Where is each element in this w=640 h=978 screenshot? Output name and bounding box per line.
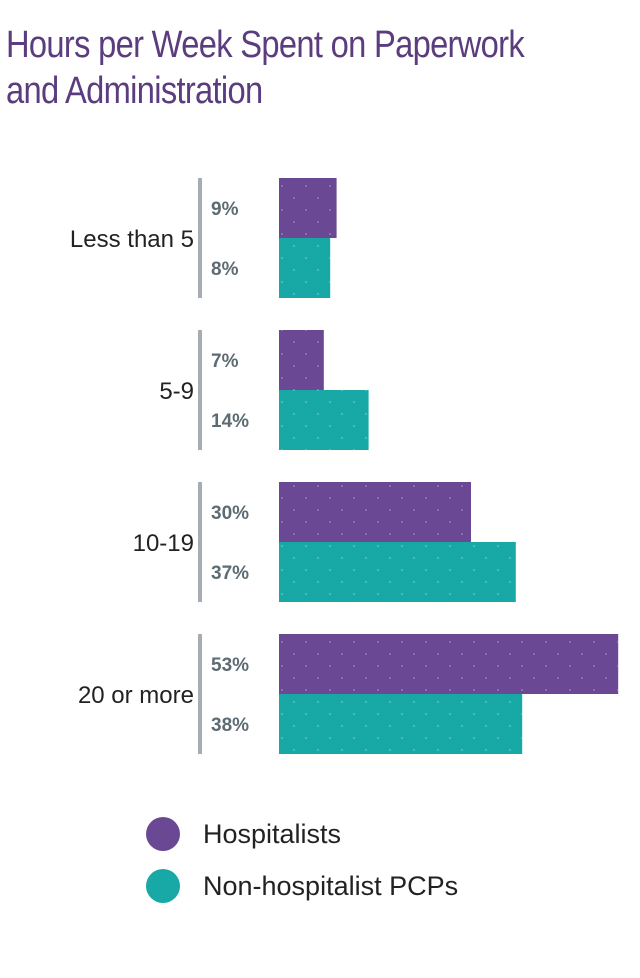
legend-item-hospitalists: Hospitalists xyxy=(146,808,458,860)
chart-title-line-1: Hours per Week Spent on Paperwork xyxy=(6,24,525,66)
value-label-hospitalists-less-than-5: 9% xyxy=(211,199,239,220)
category-label-20-or-more: 20 or more xyxy=(78,682,194,709)
bar-texture-pcps-less-than-5 xyxy=(279,238,331,298)
category-label-less-than-5: Less than 5 xyxy=(70,226,194,253)
group-divider-5-9 xyxy=(198,330,202,450)
value-label-pcps-20-or-more: 38% xyxy=(211,715,249,736)
legend-item-pcps: Non-hospitalist PCPs xyxy=(146,860,458,912)
bar-texture-hospitalists-5-9 xyxy=(279,330,324,390)
bar-texture-hospitalists-20-or-more xyxy=(279,634,619,694)
bar-chart: Less than 5 9% 8% 5-9 7% 14% 10-19 30% 37% 20 or … xyxy=(70,178,619,754)
legend-swatch-pcps xyxy=(146,869,180,903)
group-divider-20-or-more xyxy=(198,634,202,754)
category-label-5-9: 5-9 xyxy=(159,378,194,405)
value-label-hospitalists-10-19: 30% xyxy=(211,503,249,524)
legend-label-pcps: Non-hospitalist PCPs xyxy=(203,870,459,901)
bar-texture-hospitalists-10-19 xyxy=(279,482,471,542)
legend-swatch-hospitalists xyxy=(146,817,180,851)
group-divider-10-19 xyxy=(198,482,202,602)
chart-legend: Hospitalists Non-hospitalist PCPs xyxy=(146,808,458,912)
bar-texture-pcps-20-or-more xyxy=(279,694,523,754)
category-label-10-19: 10-19 xyxy=(133,530,194,557)
bar-texture-hospitalists-less-than-5 xyxy=(279,178,337,238)
legend-label-hospitalists: Hospitalists xyxy=(203,818,342,849)
group-divider-less-than-5 xyxy=(198,178,202,298)
value-label-pcps-5-9: 14% xyxy=(211,411,249,432)
value-label-hospitalists-20-or-more: 53% xyxy=(211,655,249,676)
value-label-pcps-10-19: 37% xyxy=(211,563,249,584)
value-label-pcps-less-than-5: 8% xyxy=(211,259,239,280)
value-label-hospitalists-5-9: 7% xyxy=(211,351,239,372)
chart-title: Hours per Week Spent on Paperwork and Ad… xyxy=(6,22,525,114)
bar-texture-pcps-10-19 xyxy=(279,542,516,602)
bar-texture-pcps-5-9 xyxy=(279,390,369,450)
chart-title-line-2: and Administration xyxy=(6,70,263,112)
